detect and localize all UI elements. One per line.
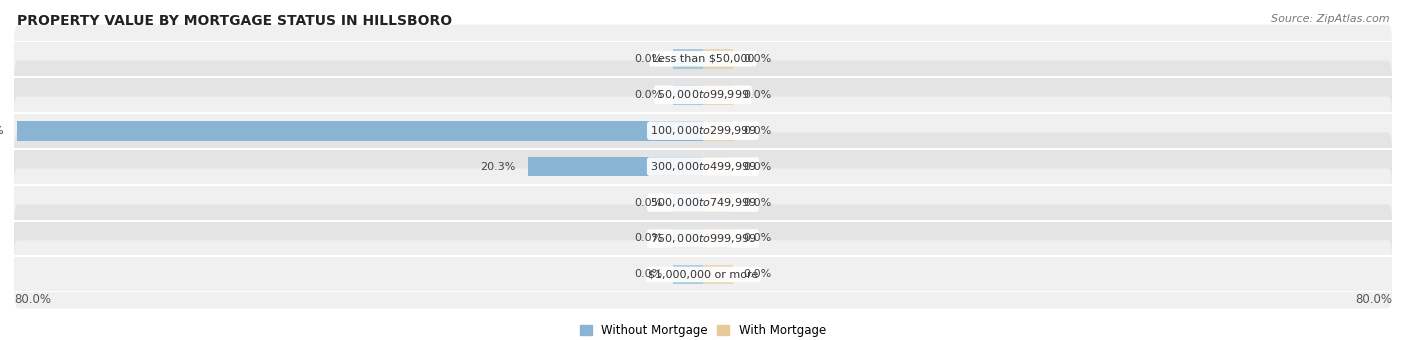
Text: Source: ZipAtlas.com: Source: ZipAtlas.com [1271, 14, 1389, 23]
Bar [703, 157, 733, 176]
Text: $50,000 to $99,999: $50,000 to $99,999 [657, 88, 749, 101]
Bar [17, 121, 703, 140]
FancyBboxPatch shape [14, 24, 1392, 93]
FancyBboxPatch shape [14, 168, 1392, 237]
FancyBboxPatch shape [14, 204, 1392, 273]
Text: $300,000 to $499,999: $300,000 to $499,999 [650, 160, 756, 173]
Bar [673, 49, 703, 69]
Text: 0.0%: 0.0% [634, 234, 662, 243]
Text: 0.0%: 0.0% [744, 269, 772, 279]
Text: 79.7%: 79.7% [0, 126, 4, 136]
Text: 0.0%: 0.0% [634, 198, 662, 207]
Bar [703, 193, 733, 212]
Text: 0.0%: 0.0% [744, 54, 772, 64]
Bar [703, 121, 733, 140]
FancyBboxPatch shape [14, 133, 1392, 201]
Text: 0.0%: 0.0% [634, 90, 662, 100]
Bar [673, 265, 703, 284]
Text: 80.0%: 80.0% [1355, 293, 1392, 306]
Text: 0.0%: 0.0% [744, 90, 772, 100]
Bar [673, 228, 703, 248]
Bar [529, 157, 703, 176]
Text: 0.0%: 0.0% [744, 234, 772, 243]
FancyBboxPatch shape [14, 61, 1392, 129]
FancyBboxPatch shape [14, 240, 1392, 309]
Legend: Without Mortgage, With Mortgage: Without Mortgage, With Mortgage [575, 319, 831, 340]
Text: 80.0%: 80.0% [14, 293, 51, 306]
Bar [703, 49, 733, 69]
Text: $500,000 to $749,999: $500,000 to $749,999 [650, 196, 756, 209]
Bar [673, 193, 703, 212]
Text: $750,000 to $999,999: $750,000 to $999,999 [650, 232, 756, 245]
Text: 20.3%: 20.3% [479, 162, 515, 172]
Text: $100,000 to $299,999: $100,000 to $299,999 [650, 124, 756, 137]
Bar [703, 228, 733, 248]
Bar [673, 85, 703, 105]
Text: 0.0%: 0.0% [634, 269, 662, 279]
Bar [703, 265, 733, 284]
Text: Less than $50,000: Less than $50,000 [652, 54, 754, 64]
Text: 0.0%: 0.0% [744, 198, 772, 207]
Text: PROPERTY VALUE BY MORTGAGE STATUS IN HILLSBORO: PROPERTY VALUE BY MORTGAGE STATUS IN HIL… [17, 14, 451, 28]
Text: 0.0%: 0.0% [744, 126, 772, 136]
FancyBboxPatch shape [14, 97, 1392, 165]
Text: 0.0%: 0.0% [634, 54, 662, 64]
Bar [703, 85, 733, 105]
Text: 0.0%: 0.0% [744, 162, 772, 172]
Text: $1,000,000 or more: $1,000,000 or more [648, 269, 758, 279]
